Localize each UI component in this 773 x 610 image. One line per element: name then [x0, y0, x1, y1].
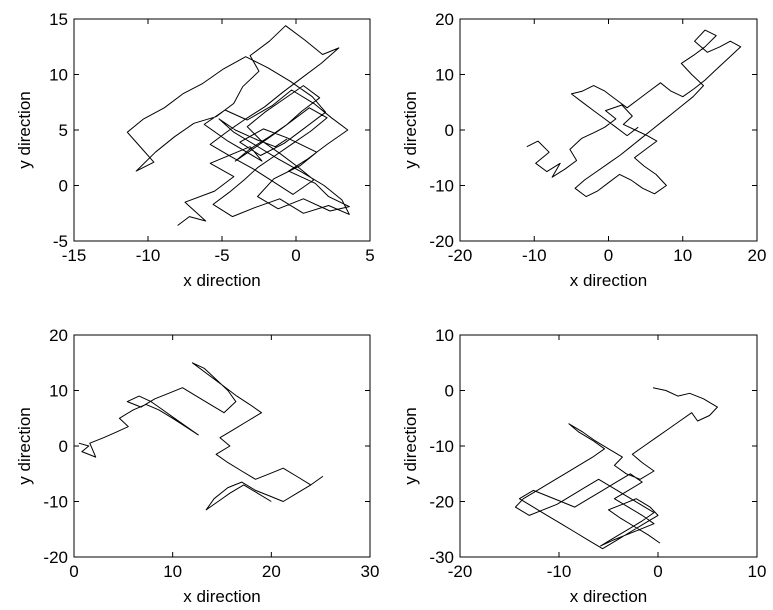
plot-frame	[73, 334, 371, 558]
x-tick-label: 0	[653, 562, 662, 581]
y-tick-label: 15	[49, 10, 68, 29]
plot-frame	[459, 18, 758, 242]
y-tick-label: 5	[59, 121, 68, 140]
subplot-1: -15 -10 -5 0 5 -5 0 5 10 15 x direction y direction	[15, 10, 375, 290]
y-tick-label: -20	[429, 493, 454, 512]
y-tick-label: 0	[59, 437, 68, 456]
y-tick-label: -10	[43, 493, 68, 512]
x-tick-label: 0	[291, 246, 300, 265]
trajectory-line	[126, 25, 350, 226]
plot-frame	[459, 334, 758, 558]
y-tick-label: 20	[49, 326, 68, 345]
x-tick-label: 20	[748, 246, 767, 265]
x-axis-label: x direction	[570, 587, 647, 606]
y-tick-label: 0	[445, 382, 454, 401]
y-tick-label: -5	[53, 232, 68, 251]
x-tick-label: 0	[69, 562, 78, 581]
x-tick-label: 10	[673, 246, 692, 265]
x-tick-label: -15	[62, 246, 87, 265]
y-tick-label: 10	[49, 382, 68, 401]
y-tick-label: -10	[429, 177, 454, 196]
plot-frame	[73, 18, 371, 242]
y-tick-label: 0	[445, 121, 454, 140]
y-tick-label: -30	[429, 548, 454, 567]
subplot-2: -20 -10 0 10 20 -20 -10 0 10 20 x direction y direc…	[401, 10, 766, 290]
x-axis-label: x direction	[183, 271, 260, 290]
x-tick-label: 20	[262, 562, 281, 581]
trajectory-line	[526, 29, 742, 198]
x-tick-label: -10	[522, 246, 547, 265]
y-tick-label: 10	[435, 66, 454, 85]
y-axis-label: y direction	[15, 91, 34, 168]
trajectory-line	[514, 387, 718, 550]
y-tick-label: 10	[49, 66, 68, 85]
x-tick-label: 0	[604, 246, 613, 265]
x-tick-label: -5	[214, 246, 229, 265]
y-tick-label: 10	[435, 326, 454, 345]
y-tick-label: 0	[59, 177, 68, 196]
x-tick-label: -10	[547, 562, 572, 581]
trajectory-line	[78, 362, 324, 511]
x-axis-label: x direction	[183, 587, 260, 606]
x-axis-label: x direction	[570, 271, 647, 290]
x-tick-label: 5	[365, 246, 374, 265]
y-axis-label: y direction	[15, 407, 34, 484]
x-tick-label: -20	[448, 562, 473, 581]
x-tick-label: -10	[136, 246, 161, 265]
y-tick-label: 20	[435, 10, 454, 29]
y-axis-label: y direction	[401, 91, 420, 168]
x-tick-label: 30	[361, 562, 380, 581]
x-tick-label: 10	[163, 562, 182, 581]
y-tick-label: -20	[43, 548, 68, 567]
x-tick-label: 10	[748, 562, 767, 581]
y-tick-label: -20	[429, 232, 454, 251]
x-tick-label: -20	[448, 246, 473, 265]
y-axis-label: y direction	[401, 407, 420, 484]
y-tick-label: -10	[429, 437, 454, 456]
